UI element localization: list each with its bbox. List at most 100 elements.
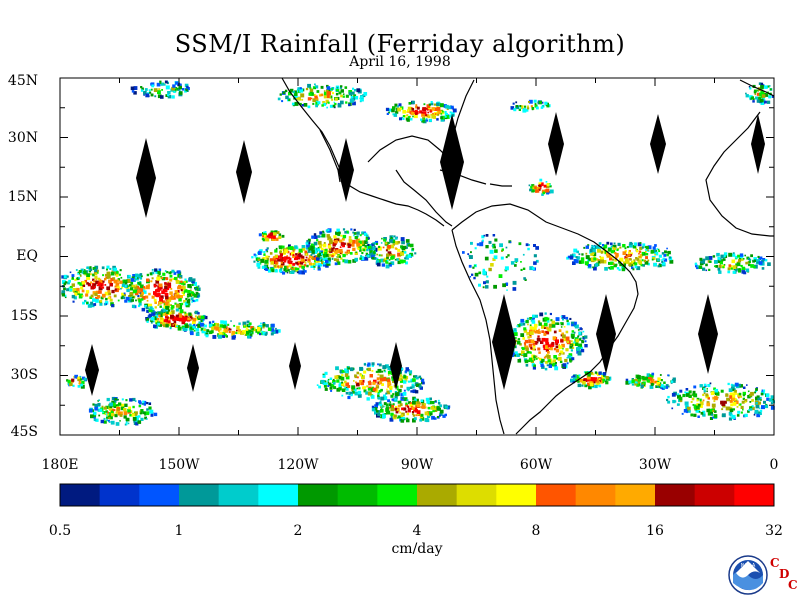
rain-cell [103,406,107,410]
rain-cell [515,351,518,355]
rain-cell [159,285,163,289]
rain-cell [263,265,267,269]
rain-cell [360,256,365,260]
rain-cell [405,402,408,405]
rain-cell [703,392,706,394]
rain-cell [380,388,383,392]
rain-cell [400,107,402,110]
rain-cell [590,253,593,256]
rain-cell [544,326,547,329]
rain-cell [170,294,173,297]
rain-cell [277,258,280,262]
rain-cell [150,316,155,321]
swath-gap-marker [85,344,99,396]
rain-cell [513,330,517,334]
rain-cell [148,292,151,296]
rain-cell [414,397,417,400]
rain-cell [404,257,407,260]
rain-cell [760,85,764,89]
rain-cell [397,257,401,261]
rain-cell [292,250,295,253]
rain-cell [135,276,138,279]
rain-cell [397,260,401,265]
rain-cell [317,101,321,105]
rain-cell [108,406,113,410]
rain-cell [319,245,322,249]
rain-cell [280,249,283,251]
rain-cell [407,409,410,412]
rain-cell [275,237,279,241]
rain-cell [408,401,412,405]
rain-cell [353,89,357,92]
rain-cell [266,247,269,250]
rain-cell [609,262,613,265]
rain-cell [485,280,489,284]
rain-cell [125,282,128,285]
rain-cell [82,301,85,305]
rain-cell [264,333,268,336]
rain-cell [359,97,361,100]
rain-cell [367,391,372,396]
rain-cell [401,367,404,370]
rain-cell [353,94,357,98]
rain-cell [525,345,529,349]
rain-cell [731,259,736,264]
rain-cell [540,360,543,363]
rain-cell [745,94,749,98]
rain-cell [69,288,71,291]
rain-cell [728,417,733,421]
rain-cell [768,398,773,402]
rain-cell [612,258,614,261]
rain-cell [512,280,517,285]
rain-cell [338,231,341,235]
rain-cell [99,278,102,281]
rain-cell [721,402,726,406]
rain-cell [558,354,561,357]
rain-cell [380,396,385,401]
rain-cell [375,402,379,406]
rain-cell [157,271,161,275]
rain-cell [537,357,540,359]
rain-cell [143,287,146,290]
rain-cell [555,362,557,364]
rain-cell [183,311,185,314]
rain-cell [544,327,546,329]
rain-cell [757,401,761,405]
rain-cell [153,291,157,295]
rain-cell [367,243,370,246]
rain-cell [412,389,417,394]
rain-cell [169,327,172,330]
rain-cell [195,288,197,290]
rain-cell [561,343,565,348]
rain-cell [690,401,693,403]
rain-cell [363,92,368,96]
rain-cell [376,384,378,387]
rain-cell [359,366,364,371]
rain-cell [200,323,204,326]
rain-cell [329,249,332,252]
rain-cell [623,261,627,265]
rain-cell [528,184,531,187]
rain-cell [174,290,178,294]
rain-cell [505,246,508,249]
rain-cell [348,393,351,396]
rain-cell [143,411,146,415]
rain-cell [404,378,408,382]
rain-cell [754,390,758,393]
rain-cell [572,346,575,349]
rain-cell [333,235,337,239]
rain-cell [356,231,360,235]
rain-cell [182,327,187,332]
rain-cell [760,90,765,95]
rain-cell [67,281,70,285]
rain-cell [413,114,418,119]
rain-cell [164,293,169,297]
rain-cell [584,371,589,376]
rain-cell [69,285,73,289]
rain-cell [108,413,112,418]
rain-cell [71,378,75,382]
satellite-swath-gaps [85,112,765,396]
rain-cell [482,286,485,289]
rain-cell [359,234,362,237]
rain-cell [514,353,517,356]
